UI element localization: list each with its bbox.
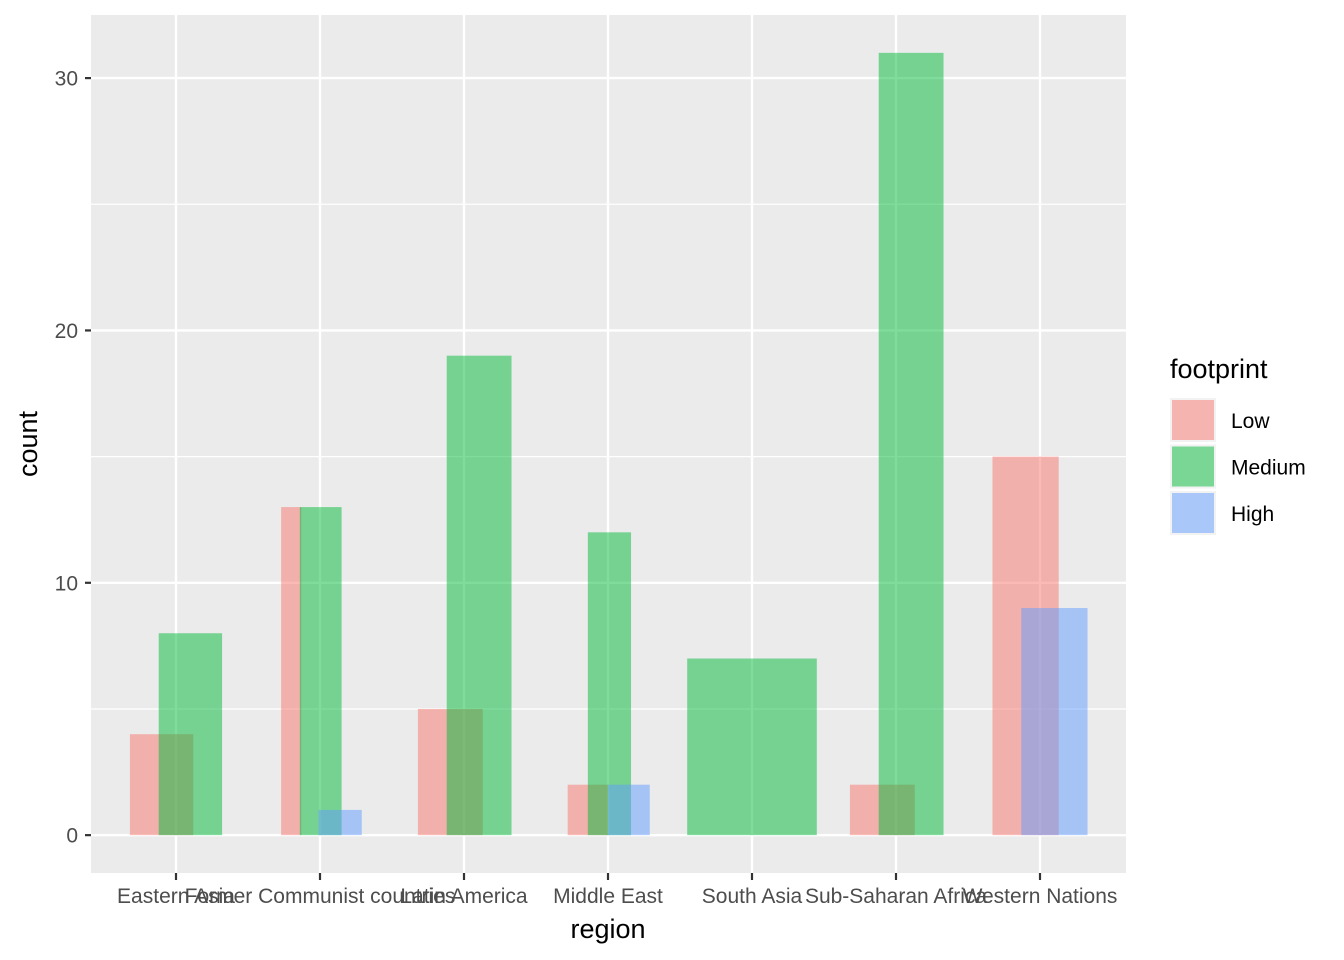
bar-medium bbox=[158, 633, 223, 836]
legend-title: footprint bbox=[1170, 354, 1268, 384]
legend-key-high bbox=[1172, 493, 1214, 533]
y-tick-label: 10 bbox=[55, 572, 78, 595]
bar-high bbox=[318, 809, 362, 836]
bar-medium bbox=[687, 658, 817, 836]
y-tick-label: 0 bbox=[66, 825, 78, 848]
y-tick-label: 30 bbox=[55, 68, 78, 91]
legend: footprint Low Medium High bbox=[1170, 354, 1306, 535]
legend-label-medium: Medium bbox=[1231, 457, 1306, 480]
x-tick-label: Western Nations bbox=[963, 885, 1118, 908]
y-axis-title: count bbox=[13, 410, 43, 477]
x-tick-label: Middle East bbox=[553, 885, 663, 908]
bar-medium bbox=[446, 355, 512, 836]
x-tick-label: Latin America bbox=[400, 885, 528, 908]
x-tick-label: South Asia bbox=[702, 885, 803, 908]
legend-key-low bbox=[1172, 400, 1214, 440]
legend-key-medium bbox=[1172, 446, 1214, 487]
bar-medium bbox=[878, 52, 944, 836]
bar-high bbox=[608, 784, 650, 836]
x-axis-title: region bbox=[570, 914, 645, 944]
x-tick-label: Former Communist countries bbox=[185, 885, 456, 908]
bars bbox=[129, 52, 1088, 836]
x-tick-label: Sub-Saharan Africa bbox=[805, 885, 987, 908]
x-tick-label: Eastern Asia bbox=[117, 885, 235, 908]
y-axis: 0 10 20 30 bbox=[55, 68, 91, 848]
y-tick-label: 20 bbox=[55, 320, 78, 343]
legend-label-high: High bbox=[1231, 503, 1274, 526]
legend-label-low: Low bbox=[1231, 410, 1270, 433]
bar-high bbox=[1021, 608, 1088, 836]
bar-low bbox=[281, 507, 302, 836]
bar-medium bbox=[299, 507, 342, 836]
